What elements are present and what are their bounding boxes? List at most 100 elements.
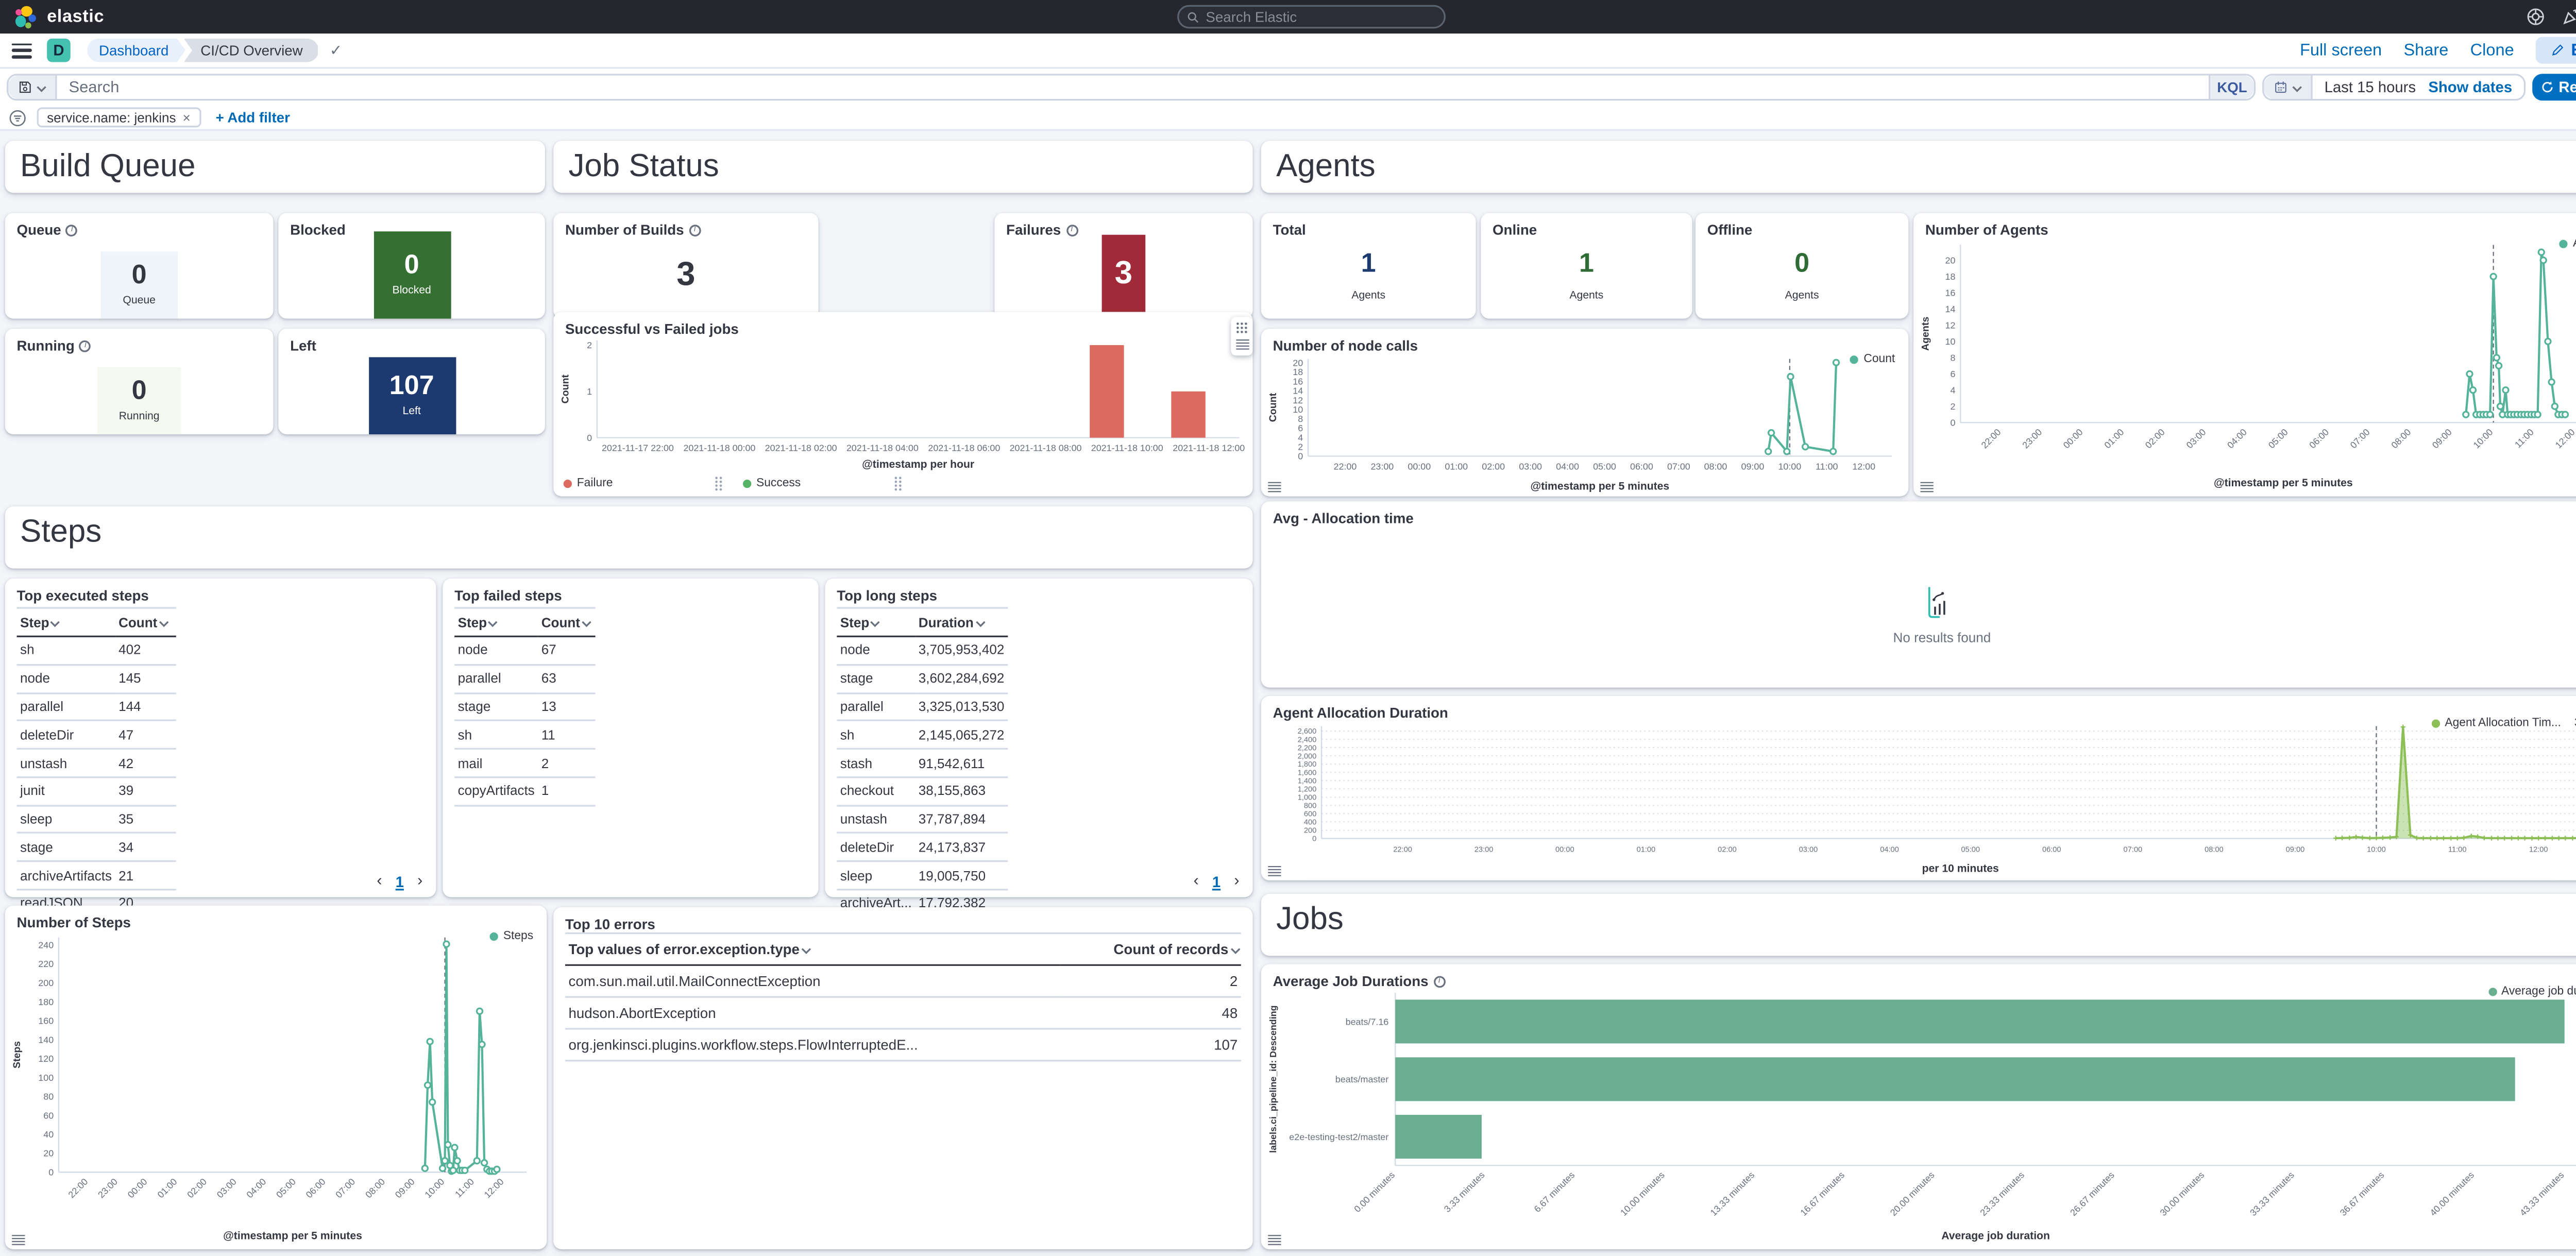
column-header[interactable]: Count xyxy=(115,607,176,637)
legend-toggle-icon[interactable] xyxy=(1268,865,1281,877)
filter-chip[interactable]: service.name: jenkins × xyxy=(37,108,201,127)
svg-text:8: 8 xyxy=(1950,352,1955,363)
table-row[interactable]: node 67 xyxy=(454,636,595,666)
svg-text:1,000: 1,000 xyxy=(1298,793,1317,802)
calendar-button[interactable] xyxy=(2264,75,2313,99)
table-row[interactable]: org.jenkinsci.plugins.workflow.steps.Flo… xyxy=(565,1029,1241,1062)
table-row[interactable]: unstash 42 xyxy=(16,749,176,778)
elastic-logo[interactable]: elastic xyxy=(13,4,104,29)
table-row[interactable]: sleep 19,005,750 xyxy=(837,861,1008,891)
panel-options-icon[interactable] xyxy=(1236,322,1248,334)
add-filter-button[interactable]: + Add filter xyxy=(215,109,290,126)
table-row[interactable]: stage 13 xyxy=(454,692,595,722)
show-dates-button[interactable]: Show dates xyxy=(2428,78,2513,96)
table-row[interactable]: archiveArtifacts 21 xyxy=(16,861,176,891)
legend-drag-handle[interactable] xyxy=(715,476,723,491)
table-cell: sh xyxy=(837,721,916,750)
svg-text:36.67 minutes: 36.67 minutes xyxy=(2338,1169,2386,1218)
average-job-durations-chart-canvas: 0.00 minutes 3.33 minutes 6.67 minutes 10.0… xyxy=(1268,993,2576,1242)
legend-item-agents[interactable]: Agents xyxy=(2559,238,2576,250)
table-row[interactable]: parallel 63 xyxy=(454,664,595,694)
column-header[interactable]: Top values of error.exception.type xyxy=(565,932,1060,966)
svg-text:02:00: 02:00 xyxy=(1482,461,1505,471)
prev-page-button[interactable]: ‹ xyxy=(377,872,382,891)
next-page-button[interactable]: › xyxy=(1234,872,1240,891)
query-language-button[interactable]: KQL xyxy=(2208,75,2254,99)
help-icon[interactable] xyxy=(2526,7,2546,27)
breadcrumb-dashboard[interactable]: Dashboard xyxy=(87,39,185,62)
saved-query-button[interactable] xyxy=(8,75,57,99)
panel-title: Online xyxy=(1493,221,1537,239)
filter-menu-icon[interactable] xyxy=(8,108,27,127)
table-row[interactable]: hudson.AbortException 48 xyxy=(565,997,1241,1030)
legend-toggle-icon[interactable] xyxy=(1920,481,1934,493)
menu-icon[interactable] xyxy=(11,43,32,58)
column-header[interactable]: Step xyxy=(454,607,538,637)
legend-item-steps[interactable]: Steps xyxy=(489,931,533,942)
column-header[interactable]: Count xyxy=(538,607,595,637)
metric-value: 0 xyxy=(1794,250,1810,279)
legend-item-success[interactable]: Success xyxy=(743,478,894,489)
table-row[interactable]: stage 34 xyxy=(16,833,176,862)
news-icon[interactable] xyxy=(2561,7,2576,27)
legend-item-count[interactable]: Count xyxy=(1850,354,1895,366)
table-cell: 3,325,013,530 xyxy=(915,692,1008,722)
table-row[interactable]: node 145 xyxy=(16,664,176,694)
table-row[interactable]: sh 402 xyxy=(16,636,176,666)
number-of-steps-panel: Number of Steps 0 20 40 60 80 100 120 140 160 180… xyxy=(5,905,547,1250)
global-search[interactable] xyxy=(1177,5,1446,29)
table-row[interactable]: junit 39 xyxy=(16,777,176,806)
page-1-button[interactable]: 1 xyxy=(395,873,404,890)
table-row[interactable]: com.sun.mail.util.MailConnectException 2 xyxy=(565,965,1241,998)
legend-toggle-icon[interactable] xyxy=(1235,339,1249,351)
table-row[interactable]: stash 91,542,611 xyxy=(837,749,1008,778)
page-1-button[interactable]: 1 xyxy=(1212,873,1221,890)
svg-text:01:00: 01:00 xyxy=(156,1177,179,1200)
avg-allocation-time-panel: Avg - Allocation time No results found xyxy=(1261,501,2576,688)
table-row[interactable]: unstash 37,787,894 xyxy=(837,805,1008,835)
table-row[interactable]: sh 2,145,065,272 xyxy=(837,721,1008,750)
metric-block: 0 Running xyxy=(97,367,181,435)
svg-text:16.67 minutes: 16.67 minutes xyxy=(1798,1169,1846,1218)
edit-button[interactable]: Edit xyxy=(2536,37,2576,64)
table-row[interactable]: sh 11 xyxy=(454,721,595,750)
legend-toggle-icon[interactable] xyxy=(1268,1234,1281,1246)
time-range-value[interactable]: Last 15 hours xyxy=(2324,78,2416,96)
metric-block: 3 xyxy=(1101,234,1146,312)
table-row[interactable]: deleteDir 24,173,837 xyxy=(837,833,1008,862)
online-agents-panel: Online 1 Agents xyxy=(1481,213,1692,319)
legend-item-allocation-time[interactable]: Agent Allocation Tim... 33.611 xyxy=(2431,718,2576,729)
table-row[interactable]: stage 3,602,284,692 xyxy=(837,664,1008,694)
table-row[interactable]: mail 2 xyxy=(454,749,595,778)
table-row[interactable]: checkout 38,155,863 xyxy=(837,777,1008,806)
column-header[interactable]: Step xyxy=(837,607,916,637)
svg-text:40.00 minutes: 40.00 minutes xyxy=(2428,1169,2476,1218)
top-long-steps-table: Step Duration node 3,705,953,402 stage 3,602,… xyxy=(825,607,1253,919)
legend-drag-handle[interactable] xyxy=(894,476,902,491)
table-row[interactable]: copyArtifacts 1 xyxy=(454,777,595,806)
table-row[interactable]: node 3,705,953,402 xyxy=(837,636,1008,666)
full-screen-button[interactable]: Full screen xyxy=(2299,41,2382,60)
table-row[interactable]: deleteDir 47 xyxy=(16,721,176,750)
prev-page-button[interactable]: ‹ xyxy=(1193,872,1199,891)
column-header[interactable]: Count of records xyxy=(1059,932,1241,966)
legend-item-failure[interactable]: Failure xyxy=(563,478,715,489)
clone-button[interactable]: Clone xyxy=(2470,41,2514,60)
legend-toggle-icon[interactable] xyxy=(12,1234,25,1246)
global-search-input[interactable] xyxy=(1206,8,1436,25)
time-picker: Last 15 hours Show dates xyxy=(2262,74,2526,101)
table-row[interactable]: parallel 3,325,013,530 xyxy=(837,692,1008,722)
table-row[interactable]: parallel 144 xyxy=(16,692,176,722)
legend-toggle-icon[interactable] xyxy=(1268,481,1281,493)
legend-item-average-job-duration[interactable]: Average job duration xyxy=(2487,986,2576,998)
remove-filter-icon[interactable]: × xyxy=(182,110,191,125)
query-search-input[interactable] xyxy=(57,78,2209,97)
refresh-button[interactable]: Refresh xyxy=(2532,74,2576,101)
dashboard-app-icon[interactable]: D xyxy=(47,38,71,62)
column-header[interactable]: Duration xyxy=(915,607,1008,637)
column-header[interactable]: Step xyxy=(16,607,115,637)
next-page-button[interactable]: › xyxy=(417,872,423,891)
share-button[interactable]: Share xyxy=(2403,41,2449,60)
table-row[interactable]: sleep 35 xyxy=(16,805,176,835)
